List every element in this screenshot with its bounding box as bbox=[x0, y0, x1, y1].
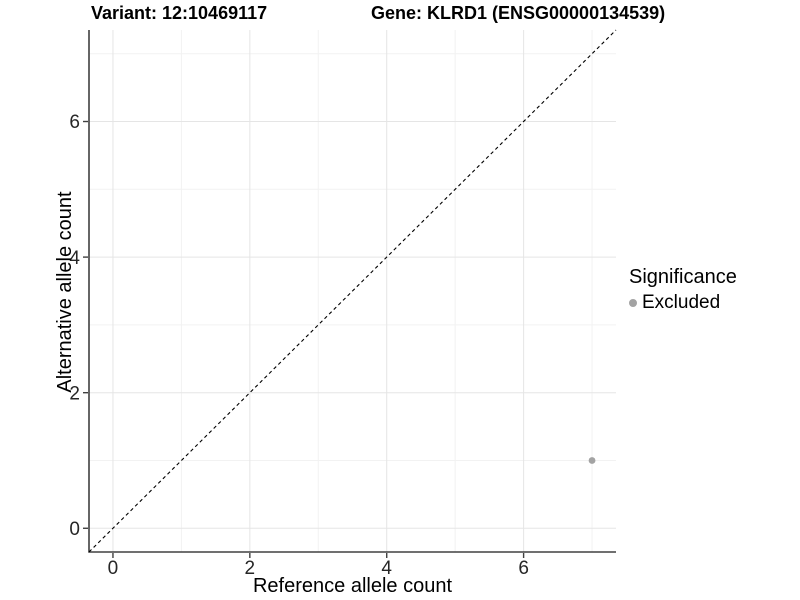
legend-item-label: Excluded bbox=[642, 292, 721, 313]
x-tick-label: 2 bbox=[245, 558, 256, 579]
x-tick-label: 4 bbox=[381, 558, 392, 579]
legend-item: Excluded bbox=[629, 292, 737, 314]
x-tick-label: 0 bbox=[108, 558, 119, 579]
legend: Significance Excluded bbox=[629, 266, 737, 314]
gene-title: Gene: KLRD1 (ENSG00000134539) bbox=[371, 3, 666, 23]
y-tick-label: 0 bbox=[69, 519, 80, 540]
variant-title: Variant: 12:10469117 bbox=[91, 3, 268, 23]
legend-items: Excluded bbox=[629, 292, 737, 314]
y-axis-title: Alternative allele count bbox=[54, 191, 76, 393]
data-point bbox=[588, 457, 596, 464]
identity-line bbox=[88, 29, 617, 553]
y-tick-label: 2 bbox=[69, 383, 80, 404]
x-tick-label: 6 bbox=[518, 558, 529, 579]
x-axis-title: Reference allele count bbox=[252, 575, 452, 597]
legend-title: Significance bbox=[629, 266, 737, 288]
y-tick-label: 6 bbox=[69, 112, 80, 133]
y-tick-label: 4 bbox=[69, 248, 80, 269]
legend-point-icon bbox=[629, 299, 637, 307]
